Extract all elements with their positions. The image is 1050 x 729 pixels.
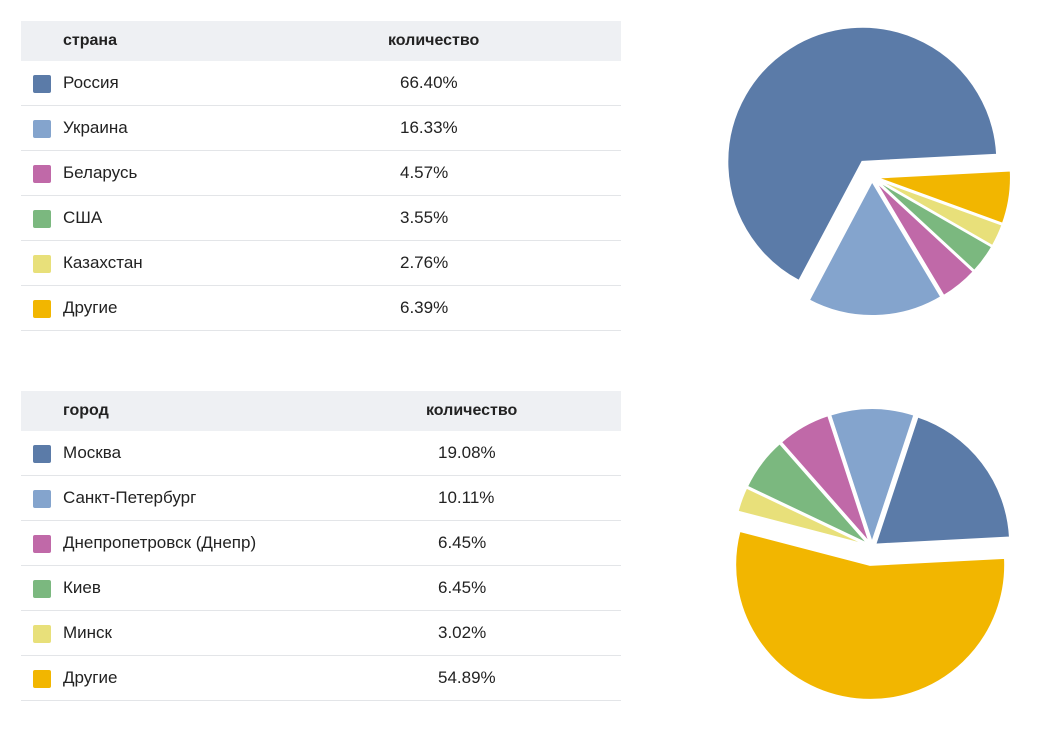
city-pie-slice-2 — [828, 407, 916, 547]
city-value: 6.45% — [426, 565, 621, 611]
legend-swatch — [33, 669, 51, 688]
city-value: 6.45% — [426, 520, 621, 566]
country-value: 2.76% — [388, 240, 621, 286]
city-pie-slice-3 — [779, 413, 871, 545]
city-label: Киев — [63, 578, 101, 597]
table-row: Киев 6.45% — [21, 565, 621, 611]
country-value: 16.33% — [388, 105, 621, 151]
legend-swatch — [33, 624, 51, 643]
legend-swatch — [33, 164, 51, 183]
table-row: Беларусь 4.57% — [21, 150, 621, 196]
city-label: Другие — [63, 668, 118, 687]
country-label: Другие — [63, 298, 118, 317]
city-pie-slice-6 — [734, 529, 1007, 701]
country-pie-slice-6 — [875, 169, 1012, 226]
country-value: 4.57% — [388, 150, 621, 196]
table-row: США 3.55% — [21, 195, 621, 241]
table-row: Москва 19.08% — [21, 431, 621, 476]
country-column-header: страна — [21, 21, 388, 61]
table-row: Днепропетровск (Днепр) 6.45% — [21, 520, 621, 566]
city-pie-slice-4 — [745, 441, 870, 546]
country-table: страна количество Россия 66.40% Украина … — [21, 21, 621, 331]
country-pie-slice-3 — [873, 179, 976, 298]
legend-swatch — [33, 579, 51, 598]
country-label: Россия — [63, 73, 119, 92]
country-count-column-header: количество — [388, 21, 621, 61]
country-label: США — [63, 208, 103, 227]
table-row: Украина 16.33% — [21, 105, 621, 151]
legend-swatch — [33, 254, 51, 273]
country-pie-slice-1 — [726, 25, 999, 283]
city-pie-slice-5 — [736, 486, 869, 547]
city-table: город количество Москва 19.08% Санкт-Пет… — [21, 391, 621, 701]
city-label: Москва — [63, 443, 122, 462]
country-value: 66.40% — [388, 61, 621, 106]
table-row: Россия 66.40% — [21, 61, 621, 106]
city-value: 19.08% — [426, 431, 621, 476]
table-row: Минск 3.02% — [21, 610, 621, 656]
country-pie-chart — [726, 25, 1012, 317]
country-pie-slice-5 — [875, 177, 1004, 248]
country-label: Беларусь — [63, 163, 138, 182]
city-label: Санкт-Петербург — [63, 488, 197, 507]
city-count-column-header: количество — [426, 391, 621, 431]
country-pie-slice-2 — [807, 178, 943, 317]
city-value: 54.89% — [426, 655, 621, 701]
country-label: Казахстан — [63, 253, 143, 272]
legend-swatch — [33, 119, 51, 138]
city-column-header: город — [21, 391, 426, 431]
country-value: 6.39% — [388, 285, 621, 331]
country-value: 3.55% — [388, 195, 621, 241]
table-row: Другие 6.39% — [21, 285, 621, 331]
city-pie-slice-1 — [873, 415, 1012, 546]
city-label: Днепропетровск (Днепр) — [63, 533, 257, 552]
table-row: Казахстан 2.76% — [21, 240, 621, 286]
legend-swatch — [33, 444, 51, 463]
table-row: Санкт-Петербург 10.11% — [21, 475, 621, 521]
country-table-header: страна количество — [21, 21, 621, 61]
legend-swatch — [33, 74, 51, 93]
legend-swatch — [33, 489, 51, 508]
city-table-header: город количество — [21, 391, 621, 431]
city-value: 3.02% — [426, 610, 621, 656]
city-pie-chart — [734, 407, 1012, 701]
city-label: Минск — [63, 623, 112, 642]
country-label: Украина — [63, 118, 128, 137]
legend-swatch — [33, 299, 51, 318]
table-row: Другие 54.89% — [21, 655, 621, 701]
city-value: 10.11% — [426, 475, 621, 521]
legend-swatch — [33, 534, 51, 553]
legend-swatch — [33, 209, 51, 228]
